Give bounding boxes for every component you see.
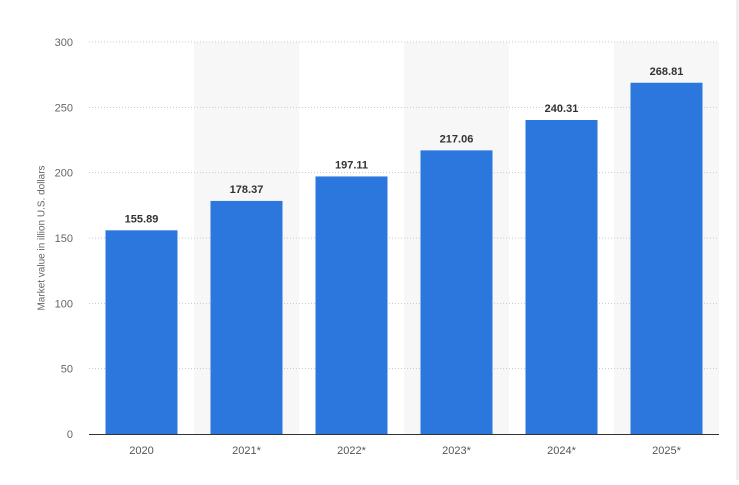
bar	[420, 150, 493, 434]
x-tick-label: 2023*	[442, 445, 471, 457]
x-tick-label: 2021*	[232, 445, 261, 457]
x-tick-label: 2020	[129, 445, 153, 457]
y-tick-label: 300	[55, 37, 73, 49]
y-tick-label: 100	[55, 298, 73, 310]
y-tick-label: 250	[55, 102, 73, 114]
data-label: 217.06	[440, 133, 474, 145]
data-label: 155.89	[125, 213, 159, 225]
x-tick-label: 2025*	[652, 445, 681, 457]
x-tick-label: 2022*	[337, 445, 366, 457]
bar	[105, 230, 178, 434]
y-tick-label: 200	[55, 168, 73, 180]
y-tick-label: 50	[61, 364, 73, 376]
y-tick-label: 0	[67, 429, 73, 441]
data-label: 268.81	[650, 66, 684, 78]
x-tick-label: 2024*	[547, 445, 576, 457]
right-edge-divider	[736, 0, 739, 480]
bar	[210, 200, 283, 434]
bar	[525, 119, 598, 434]
data-label: 197.11	[335, 159, 368, 171]
y-axis-label: Market value in illion U.S. dollars	[36, 165, 48, 311]
y-tick-label: 150	[55, 233, 73, 245]
bar	[630, 82, 703, 434]
bar	[315, 176, 388, 434]
data-label: 178.37	[230, 184, 264, 196]
data-label: 240.31	[545, 103, 579, 115]
